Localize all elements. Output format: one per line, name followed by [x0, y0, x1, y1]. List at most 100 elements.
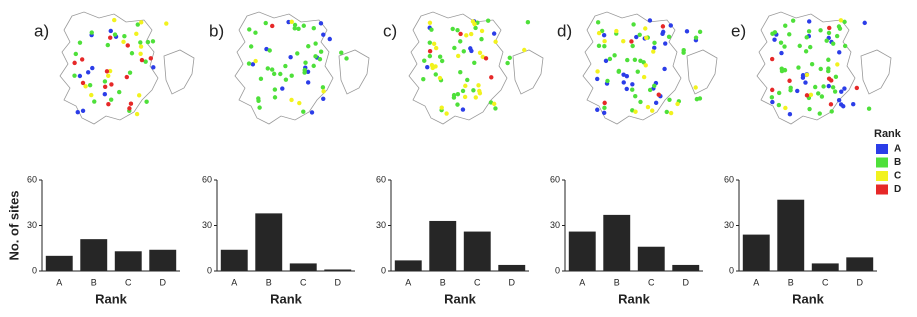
site-dot: [826, 83, 831, 89]
map-outline: [756, 11, 892, 125]
site-dot: [283, 63, 288, 69]
site-dot: [427, 20, 433, 25]
site-dot: [783, 105, 788, 111]
site-dot: [641, 74, 647, 80]
x-tick-label: A: [56, 277, 62, 287]
site-dot: [779, 50, 784, 56]
site-dot: [247, 27, 252, 32]
site-dot: [630, 82, 635, 87]
site-dot: [248, 44, 254, 49]
site-dot: [601, 33, 607, 38]
site-dot: [493, 106, 498, 111]
y-tick-label: 60: [376, 174, 386, 184]
map: [234, 11, 370, 125]
site-dot: [280, 86, 285, 91]
site-dot: [772, 30, 778, 35]
legend-swatch: [876, 171, 888, 181]
y-tick-label: 60: [202, 174, 212, 184]
site-dot: [829, 109, 834, 114]
site-dot: [693, 85, 698, 90]
x-tick-label: B: [440, 277, 446, 287]
y-tick-label: 30: [724, 220, 734, 230]
site-dot: [493, 39, 498, 44]
site-dot: [289, 73, 294, 78]
site-dot: [269, 67, 275, 72]
y-tick-label: 0: [381, 265, 386, 275]
y-tick-label: 30: [202, 220, 212, 230]
site-dot: [630, 43, 635, 49]
site-dot: [769, 95, 775, 100]
site-dot: [431, 41, 437, 47]
site-dot: [601, 110, 607, 116]
site-dot: [644, 35, 649, 40]
site-dot: [827, 25, 832, 31]
site-dot: [866, 106, 872, 111]
site-dot: [270, 23, 275, 29]
y-tick-label: 30: [376, 220, 386, 230]
site-dot: [603, 58, 609, 64]
site-dot: [660, 24, 666, 29]
site-dot: [660, 31, 665, 37]
site-dot: [124, 74, 130, 80]
bar: [603, 214, 631, 271]
site-dot: [89, 30, 94, 35]
site-dot: [144, 99, 149, 104]
y-tick-label: 30: [27, 220, 37, 230]
site-dot: [85, 70, 91, 75]
site-dot: [122, 33, 127, 39]
site-dot: [787, 111, 793, 117]
site-dot: [427, 48, 433, 54]
site-dot: [663, 41, 668, 46]
bar: [149, 249, 177, 271]
site-dot: [776, 90, 782, 96]
site-dot: [829, 78, 834, 83]
site-dot: [783, 23, 788, 28]
site-dot: [804, 72, 810, 77]
site-dot: [491, 101, 497, 107]
site-dot: [469, 48, 474, 54]
site-dot: [602, 43, 607, 49]
site-dot: [804, 93, 810, 98]
site-dot: [505, 60, 510, 66]
legend-swatch: [876, 184, 888, 195]
site-dot: [138, 40, 143, 45]
site-dot: [108, 35, 113, 40]
site-dot: [439, 105, 444, 110]
site-dot: [303, 60, 308, 65]
site-dot: [458, 70, 463, 75]
x-tick-label: A: [579, 277, 585, 287]
site-dot: [638, 99, 643, 105]
site-dot: [650, 108, 655, 113]
site-dot: [77, 40, 83, 45]
legend-swatch: [876, 144, 888, 154]
site-dot: [295, 51, 300, 56]
panel-label: b): [209, 21, 224, 40]
site-dot: [150, 39, 156, 44]
x-tick-label: D: [857, 277, 864, 287]
site-dot: [72, 73, 77, 78]
site-dot: [75, 109, 80, 115]
x-tick-label: D: [683, 277, 690, 287]
site-dot: [451, 92, 457, 98]
site-dot: [473, 95, 478, 100]
site-dot: [292, 22, 298, 28]
site-dot: [837, 50, 842, 55]
site-dot: [804, 35, 809, 40]
panel-label: c): [383, 21, 397, 40]
site-dot: [830, 41, 836, 46]
y-tick-label: 0: [32, 265, 37, 275]
site-dot: [317, 56, 323, 62]
x-tick-label: B: [788, 277, 794, 287]
bar: [498, 264, 526, 271]
site-dot: [305, 69, 311, 74]
site-dot: [817, 111, 822, 116]
site-dot: [148, 56, 154, 61]
site-dot: [311, 25, 316, 31]
site-dot: [796, 65, 801, 70]
legend-swatch: [876, 157, 888, 168]
site-dot: [631, 22, 636, 27]
site-dot: [830, 85, 836, 90]
site-dot: [778, 40, 784, 45]
site-dot: [862, 20, 867, 26]
site-dot: [127, 106, 132, 111]
